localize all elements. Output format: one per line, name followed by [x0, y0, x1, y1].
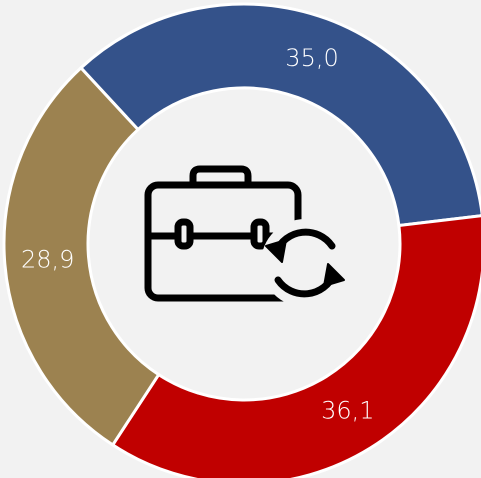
icon-handle	[189, 165, 252, 189]
icon-tab	[250, 218, 270, 250]
icon-arrowhead	[323, 263, 345, 287]
data-label: 35,0	[285, 44, 338, 72]
slice	[78, 2, 481, 228]
slice	[2, 65, 161, 447]
icon-tab	[174, 218, 194, 250]
data-label: 28,9	[21, 246, 74, 274]
briefcase-refresh-icon	[144, 165, 349, 307]
slice	[110, 214, 481, 478]
icon-arrowhead	[265, 239, 287, 263]
data-label: 36,1	[321, 396, 374, 424]
